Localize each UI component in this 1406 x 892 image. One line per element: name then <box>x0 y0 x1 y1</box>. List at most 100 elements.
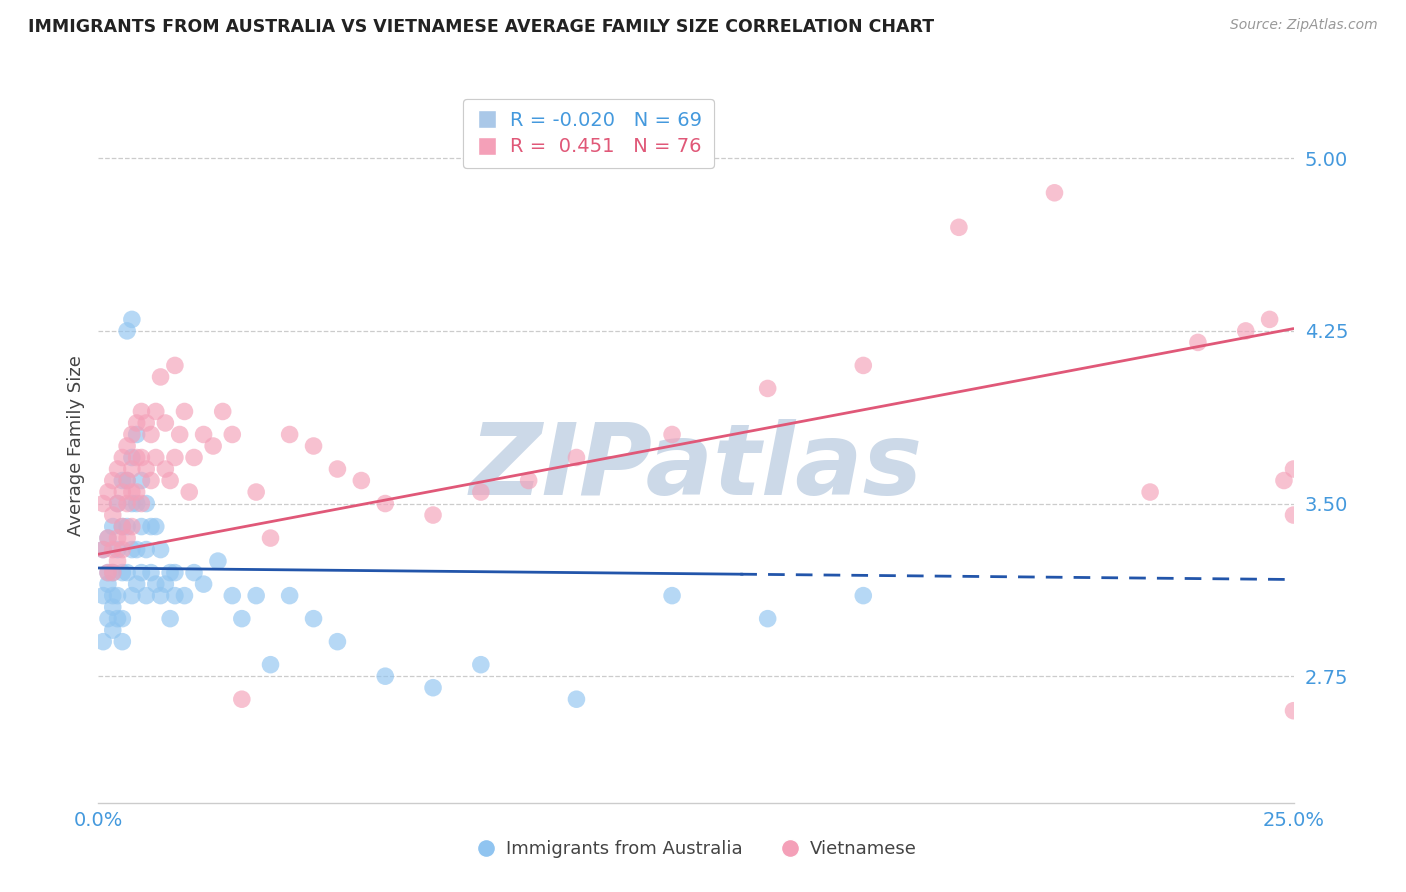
Point <box>183 450 205 465</box>
Point <box>155 462 177 476</box>
Point <box>1282 462 1305 476</box>
Point <box>131 474 153 488</box>
Point <box>159 474 181 488</box>
Point <box>245 589 267 603</box>
Point <box>149 370 172 384</box>
Point <box>107 554 129 568</box>
Point <box>1234 324 1257 338</box>
Point <box>115 519 138 533</box>
Point <box>121 542 143 557</box>
Point <box>115 474 138 488</box>
Point <box>159 566 181 580</box>
Point <box>326 462 349 476</box>
Point <box>173 589 195 603</box>
Point <box>107 497 129 511</box>
Point <box>111 542 134 557</box>
Point <box>125 427 148 442</box>
Point <box>422 681 444 695</box>
Point <box>107 589 129 603</box>
Point <box>207 554 229 568</box>
Point <box>756 612 779 626</box>
Point <box>139 566 162 580</box>
Point <box>97 612 120 626</box>
Point <box>97 577 120 591</box>
Point <box>131 519 153 533</box>
Point <box>565 450 588 465</box>
Point <box>193 577 215 591</box>
Text: IMMIGRANTS FROM AUSTRALIA VS VIETNAMESE AVERAGE FAMILY SIZE CORRELATION CHART: IMMIGRANTS FROM AUSTRALIA VS VIETNAMESE … <box>28 18 934 36</box>
Point <box>374 497 396 511</box>
Point <box>91 589 114 603</box>
Point <box>139 474 162 488</box>
Point <box>131 404 153 418</box>
Point <box>107 612 129 626</box>
Point <box>350 474 373 488</box>
Point <box>125 416 148 430</box>
Point <box>374 669 396 683</box>
Point <box>163 566 186 580</box>
Point <box>326 634 349 648</box>
Point <box>517 474 540 488</box>
Point <box>948 220 970 235</box>
Point <box>259 531 281 545</box>
Point <box>155 577 177 591</box>
Point <box>202 439 225 453</box>
Point <box>756 381 779 395</box>
Point <box>852 359 875 373</box>
Point <box>91 634 114 648</box>
Point <box>111 474 134 488</box>
Point <box>159 612 181 626</box>
Point <box>121 589 143 603</box>
Point <box>121 462 143 476</box>
Point <box>155 416 177 430</box>
Point <box>163 589 186 603</box>
Point <box>135 497 157 511</box>
Point <box>245 485 267 500</box>
Point <box>111 634 134 648</box>
Point <box>115 566 138 580</box>
Point <box>231 612 253 626</box>
Point <box>1282 704 1305 718</box>
Point <box>163 450 186 465</box>
Point <box>163 359 186 373</box>
Point <box>91 542 114 557</box>
Point <box>470 657 492 672</box>
Point <box>221 589 243 603</box>
Point <box>91 497 114 511</box>
Point <box>125 485 148 500</box>
Point <box>193 427 215 442</box>
Point <box>111 612 134 626</box>
Point <box>107 531 129 545</box>
Point <box>259 657 281 672</box>
Point <box>121 312 143 326</box>
Point <box>107 462 129 476</box>
Point <box>125 577 148 591</box>
Point <box>121 427 143 442</box>
Point <box>470 485 492 500</box>
Point <box>97 531 120 545</box>
Point <box>115 439 138 453</box>
Point <box>101 519 124 533</box>
Point <box>111 566 134 580</box>
Point <box>1272 474 1295 488</box>
Point <box>101 566 124 580</box>
Point <box>422 508 444 522</box>
Point <box>135 462 157 476</box>
Point <box>121 450 143 465</box>
Point <box>1258 312 1281 326</box>
Point <box>183 566 205 580</box>
Point <box>101 623 124 637</box>
Point <box>125 542 148 557</box>
Point <box>565 692 588 706</box>
Point <box>111 485 134 500</box>
Point <box>135 542 157 557</box>
Point <box>97 566 120 580</box>
Point <box>221 427 243 442</box>
Point <box>101 508 124 522</box>
Point <box>145 519 167 533</box>
Point <box>852 589 875 603</box>
Point <box>131 566 153 580</box>
Point <box>121 519 143 533</box>
Point <box>91 542 114 557</box>
Point <box>107 497 129 511</box>
